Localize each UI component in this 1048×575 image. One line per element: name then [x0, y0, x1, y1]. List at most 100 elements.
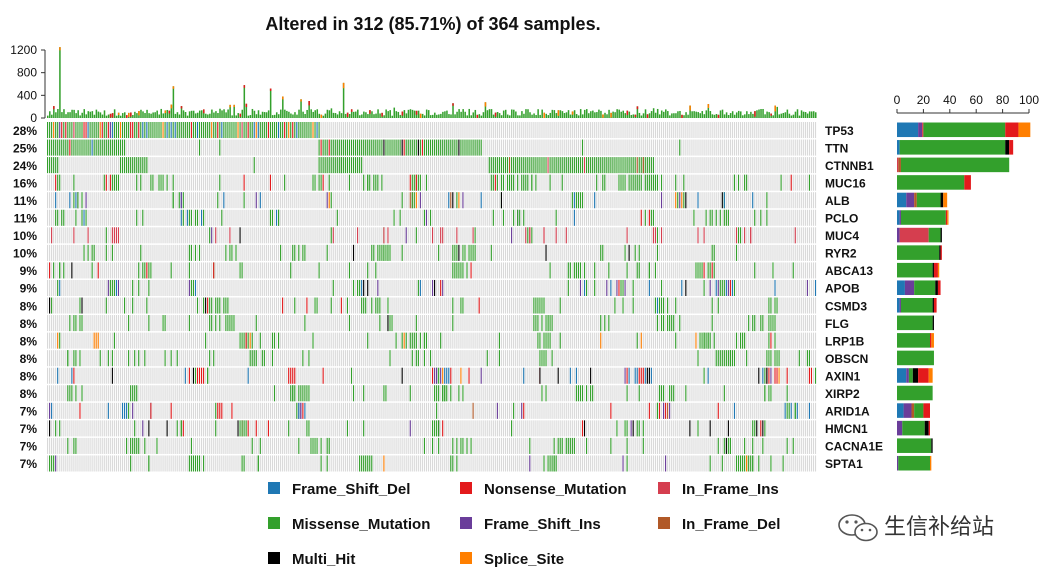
matrix-cell	[73, 297, 75, 314]
matrix-cell	[83, 227, 85, 244]
matrix-cell	[567, 244, 569, 261]
matrix-cell	[569, 244, 571, 261]
matrix-cell	[342, 262, 344, 279]
matrix-cell	[699, 209, 701, 226]
top-bar	[784, 112, 787, 118]
matrix-cell	[549, 244, 551, 261]
matrix-cell	[652, 279, 654, 296]
matrix-cell	[115, 157, 117, 174]
top-bar	[170, 104, 173, 118]
matrix-cell	[419, 209, 421, 226]
matrix-cell	[249, 209, 251, 226]
matrix-cell	[488, 227, 490, 244]
matrix-cell	[231, 227, 233, 244]
matrix-cell	[101, 174, 103, 191]
matrix-cell	[231, 297, 233, 314]
matrix-cell	[618, 244, 620, 261]
top-bar	[423, 115, 426, 118]
matrix-cell	[784, 227, 786, 244]
matrix-cell	[772, 279, 774, 296]
matrix-cell	[300, 139, 302, 156]
top-bar	[462, 109, 464, 118]
matrix-cell	[207, 139, 209, 156]
matrix-cell	[67, 192, 69, 209]
matrix-cell	[115, 297, 117, 314]
matrix-cell	[261, 139, 263, 156]
matrix-cell	[754, 227, 756, 244]
matrix-cell	[614, 192, 616, 209]
matrix-cell	[393, 157, 395, 174]
matrix-cell	[612, 262, 614, 279]
matrix-cell	[709, 157, 711, 174]
matrix-cell	[310, 174, 312, 191]
matrix-row-muc4	[47, 227, 817, 244]
matrix-cell	[47, 262, 49, 279]
matrix-cell	[638, 122, 640, 139]
matrix-cell	[186, 279, 188, 296]
matrix-cell	[397, 315, 399, 332]
matrix-cell	[756, 139, 758, 156]
matrix-cell	[470, 227, 472, 244]
matrix-cell	[405, 122, 407, 139]
matrix-cell	[729, 315, 731, 332]
matrix-cell	[590, 122, 592, 139]
matrix-cell	[180, 262, 182, 279]
matrix-cell	[600, 227, 602, 244]
top-bar	[458, 109, 460, 118]
matrix-cell	[383, 297, 385, 314]
matrix-cell	[130, 297, 132, 314]
matrix-cell	[379, 192, 381, 209]
matrix-cell	[742, 227, 744, 244]
matrix-cell	[778, 227, 780, 244]
matrix-cell	[237, 297, 239, 314]
matrix-cell	[792, 192, 794, 209]
matrix-cell	[673, 262, 675, 279]
matrix-cell	[436, 122, 438, 139]
matrix-cell	[462, 209, 464, 226]
top-bar	[83, 109, 85, 118]
matrix-cell	[752, 209, 754, 226]
matrix-cell	[429, 315, 432, 332]
matrix-cell	[658, 192, 661, 209]
matrix-cell	[156, 157, 158, 174]
matrix-cell	[375, 122, 377, 139]
matrix-cell	[454, 227, 456, 244]
matrix-cell	[427, 244, 430, 261]
matrix-cell	[231, 192, 233, 209]
matrix-cell	[673, 122, 675, 139]
matrix-cell	[638, 315, 640, 332]
matrix-cell	[697, 209, 699, 226]
matrix-cell	[217, 262, 219, 279]
matrix-cell	[275, 315, 278, 332]
matrix-cell	[723, 122, 725, 139]
matrix-cell	[502, 244, 505, 261]
matrix-cell	[164, 297, 166, 314]
matrix-cell	[685, 174, 687, 191]
matrix-cell	[101, 192, 103, 209]
matrix-cell	[205, 315, 207, 332]
matrix-cell	[249, 192, 251, 209]
matrix-cell	[344, 209, 346, 226]
matrix-cell	[509, 262, 511, 279]
matrix-cell	[209, 157, 211, 174]
matrix-cell	[656, 209, 659, 226]
matrix-cell	[257, 279, 259, 296]
matrix-cell	[446, 209, 448, 226]
top-bar	[336, 114, 339, 118]
matrix-cell	[395, 262, 397, 279]
matrix-cell	[744, 315, 746, 332]
matrix-cell	[91, 192, 93, 209]
matrix-cell	[466, 192, 468, 209]
matrix-cell	[766, 297, 768, 314]
matrix-cell	[695, 192, 697, 209]
top-bar-segment	[401, 111, 404, 116]
matrix-cell	[180, 279, 182, 296]
matrix-cell	[780, 157, 782, 174]
matrix-cell	[298, 209, 300, 226]
matrix-cell	[51, 174, 53, 191]
matrix-cell	[462, 157, 464, 174]
matrix-cell	[575, 174, 577, 191]
matrix-cell	[288, 192, 290, 209]
matrix-cell	[488, 174, 490, 191]
matrix-cell	[545, 297, 547, 314]
